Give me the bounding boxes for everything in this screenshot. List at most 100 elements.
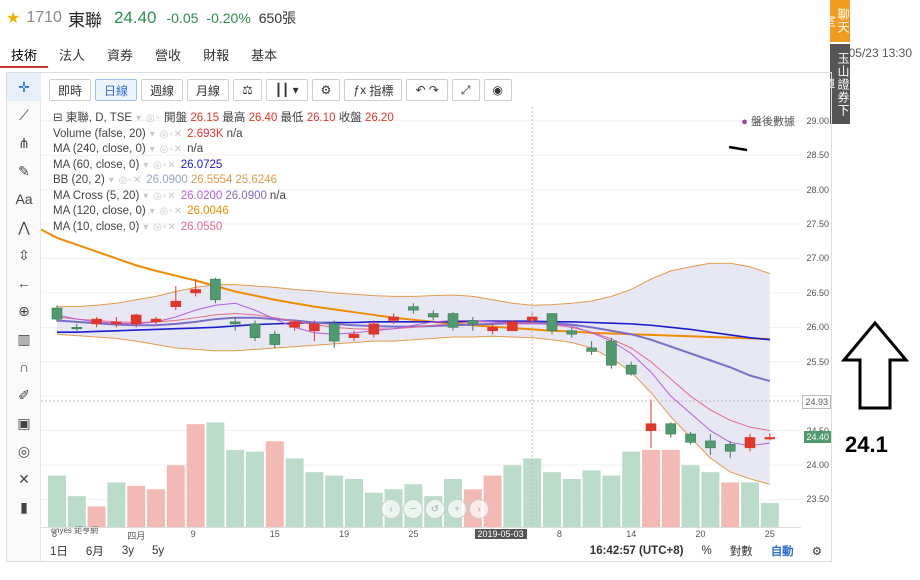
arrow-icon[interactable]: ← bbox=[17, 275, 31, 291]
lock-icon[interactable]: ▣ bbox=[17, 414, 31, 431]
nav-right-icon[interactable]: › bbox=[469, 499, 489, 519]
date-tick-label: 25 bbox=[764, 529, 775, 539]
volume-bar bbox=[48, 475, 66, 527]
log-toggle[interactable]: 對數 bbox=[729, 546, 753, 558]
trend-line-icon[interactable]: ⟋ bbox=[19, 106, 29, 123]
weekly-button[interactable]: 週線 bbox=[141, 79, 184, 101]
legend-row-name: MA Cross (5, 20) bbox=[53, 189, 140, 202]
volume-bar bbox=[721, 482, 740, 527]
text-tool-icon[interactable]: Aa bbox=[15, 191, 33, 207]
bb-lower-line bbox=[56, 333, 770, 485]
price-tick-label: 28.00 bbox=[806, 184, 829, 195]
nav-reset-icon[interactable]: ↺ bbox=[425, 499, 445, 519]
volume-bar bbox=[87, 506, 106, 527]
volume-bar bbox=[741, 482, 759, 527]
camera-icon[interactable]: ◉ bbox=[483, 79, 512, 101]
trash-icon[interactable]: ▮ bbox=[20, 498, 28, 515]
legend-row-controls-icon[interactable]: ▾ ◎▫✕ bbox=[143, 221, 177, 233]
compare-icon[interactable]: ⚖ bbox=[233, 79, 262, 101]
tab-revenue[interactable]: 營收 bbox=[155, 48, 182, 63]
chat-room-button[interactable]: 聊天室 bbox=[822, 0, 850, 42]
broker-order-button[interactable]: 玉山證券下單 bbox=[822, 44, 850, 124]
stock-price: 24.40 bbox=[113, 8, 157, 27]
date-tick-label: 20 bbox=[695, 529, 706, 539]
pattern-tool-icon[interactable]: ⋀ bbox=[18, 218, 30, 235]
zoom-icon[interactable]: ⊕ bbox=[18, 302, 30, 319]
tab-margin[interactable]: 資券 bbox=[107, 48, 134, 63]
candle-body bbox=[427, 313, 439, 318]
open-value: 26.15 bbox=[190, 112, 220, 124]
indicators-label: 指標 bbox=[369, 83, 394, 98]
legend-row-value: 2.693K bbox=[187, 127, 224, 140]
tab-technical[interactable]: 技術 bbox=[0, 42, 49, 68]
stock-name: 東聯 bbox=[67, 10, 102, 30]
legend-row-value: 26.0200 bbox=[180, 189, 223, 202]
percent-toggle[interactable]: % bbox=[701, 545, 712, 557]
legend-row-controls-icon[interactable]: ▾ ◎▫✕ bbox=[149, 206, 184, 217]
range-3y[interactable]: 3y bbox=[121, 545, 134, 557]
date-axis[interactable]: 8 四月 9 15 19 25 2019-05-03 8 14 20 25 bbox=[41, 527, 801, 541]
favorite-star-icon[interactable]: ★ bbox=[6, 10, 21, 27]
measure-icon[interactable]: ⇳ bbox=[18, 246, 30, 263]
date-tick-label: 8 bbox=[52, 529, 58, 539]
volume-bar bbox=[364, 492, 383, 527]
monthly-button[interactable]: 月線 bbox=[187, 79, 230, 101]
intraday-button[interactable]: 即時 bbox=[49, 79, 92, 101]
timezone: (UTC+8) bbox=[639, 545, 684, 557]
legend-row-value: 26.5554 bbox=[190, 174, 233, 186]
ma-cross-slow-line bbox=[56, 316, 771, 382]
settings-gear-icon[interactable]: ⚙ bbox=[311, 79, 341, 101]
brush-icon[interactable]: ✎ bbox=[18, 162, 30, 179]
auto-scale-toggle[interactable]: 自動 bbox=[770, 546, 794, 558]
legend-row-controls-icon[interactable]: ▾ ◎▫✕ bbox=[149, 144, 184, 155]
range-5y[interactable]: 5y bbox=[151, 545, 165, 557]
last-price-marker: 24.40 bbox=[804, 431, 831, 444]
lock-drawing-icon[interactable]: ✐ bbox=[18, 386, 30, 403]
candle-type-icon[interactable]: ┃┃ ▾ bbox=[265, 79, 308, 101]
legend-controls-icon[interactable]: ▾ ◎▫ bbox=[136, 113, 161, 124]
crosshair-icon[interactable]: ✛ bbox=[7, 73, 41, 101]
legend-row-controls-icon[interactable]: ▾ ◎▫✕ bbox=[143, 159, 177, 171]
scale-settings-icon[interactable]: ⚙ bbox=[811, 546, 822, 558]
volume-bar bbox=[642, 449, 660, 527]
price-change-pct: -0.20% bbox=[206, 10, 251, 26]
legend-row-name: MA (10, close, 0) bbox=[53, 220, 140, 233]
legend-row-controls-icon[interactable]: ▾ ◎▫✕ bbox=[149, 128, 184, 140]
price-chart[interactable]: ⊟ 東聯, D, TSE ▾ ◎▫ 開盤 26.15 最高 26.40 最低 2… bbox=[40, 107, 801, 535]
price-axis[interactable]: 29.00 28.50 28.00 27.50 27.00 26.50 26.00 25.50… bbox=[801, 107, 831, 527]
volume-bar bbox=[345, 479, 363, 527]
legend-row-value: 26.0046 bbox=[187, 205, 229, 217]
range-6m[interactable]: 6月 bbox=[85, 546, 104, 558]
date-tick-label: 2019-05-03 bbox=[474, 529, 527, 539]
legend-row-controls-icon[interactable]: ▾ ◎▫✕ bbox=[143, 190, 177, 202]
tools-icon[interactable]: ✕ bbox=[18, 470, 30, 487]
cnyes-logo: cnyes 鉅亨網 bbox=[51, 526, 99, 535]
fullscreen-icon[interactable]: ⤢ bbox=[451, 79, 480, 101]
price-tick-label: 26.00 bbox=[806, 322, 829, 333]
daily-button[interactable]: 日線 bbox=[95, 79, 138, 101]
legend-row-controls-icon[interactable]: ▾ ◎▫✕ bbox=[108, 175, 143, 186]
volume-bar bbox=[285, 458, 304, 527]
price-tick-label: 24.00 bbox=[806, 460, 829, 471]
indicators-button[interactable]: ƒx 指標 bbox=[344, 79, 403, 101]
tab-financials[interactable]: 財報 bbox=[203, 48, 230, 63]
fork-tool-icon[interactable]: ⋔ bbox=[18, 134, 30, 151]
undo-redo-icon[interactable]: ↶ ↷ bbox=[406, 79, 448, 101]
price-change: -0.05 bbox=[166, 10, 199, 26]
ma10-line bbox=[56, 313, 770, 432]
legend-row-name: MA (120, close, 0) bbox=[53, 205, 146, 217]
tab-basic[interactable]: 基本 bbox=[251, 48, 278, 63]
hide-icon[interactable]: ◎ bbox=[17, 442, 31, 459]
nav-zoom-out-icon[interactable]: − bbox=[403, 499, 423, 519]
nav-left-icon[interactable]: ‹ bbox=[381, 499, 401, 519]
after-hours-toggle[interactable]: ● 盤後數據 bbox=[741, 113, 795, 129]
volume-bar bbox=[265, 441, 284, 527]
ruler-icon[interactable]: ▥ bbox=[17, 330, 31, 347]
tab-institutional[interactable]: 法人 bbox=[59, 48, 86, 63]
range-1d[interactable]: 1日 bbox=[50, 546, 68, 558]
candle-body bbox=[210, 278, 221, 301]
volume-bar bbox=[226, 449, 245, 527]
nav-zoom-in-icon[interactable]: + bbox=[447, 499, 467, 519]
magnet-icon[interactable]: ∩ bbox=[18, 359, 30, 375]
up-arrow-icon bbox=[840, 320, 910, 410]
